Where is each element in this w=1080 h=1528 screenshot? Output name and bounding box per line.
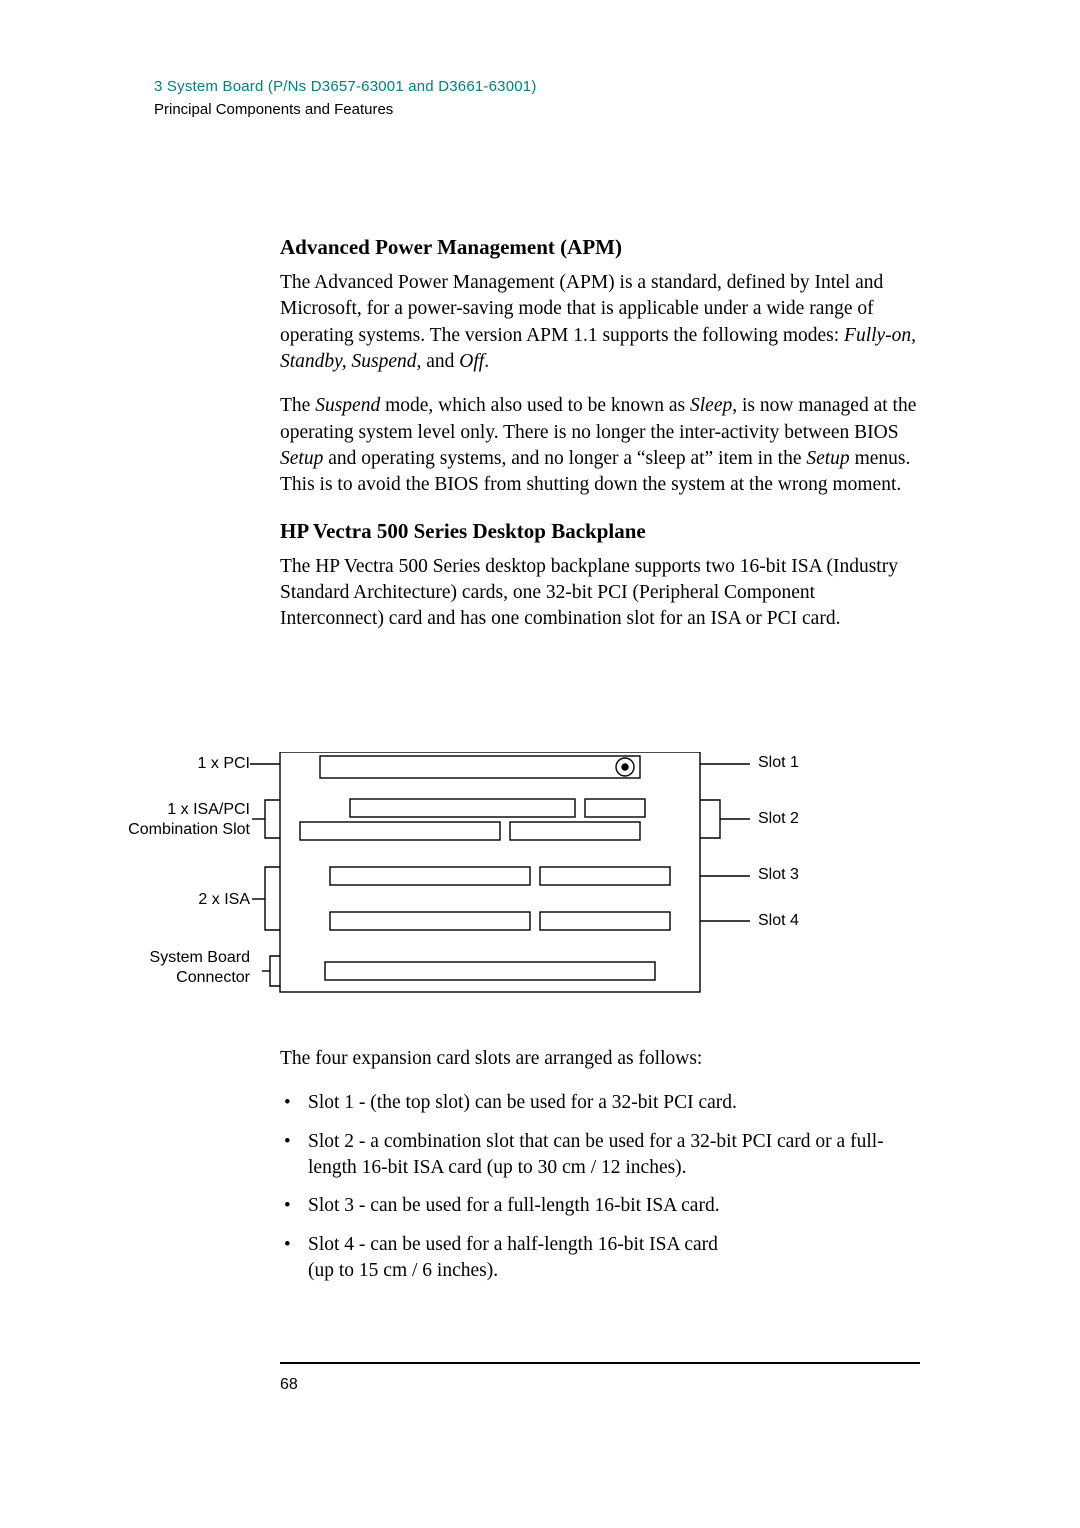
slots-list: Slot 1 - (the top slot) can be used for … (280, 1090, 920, 1284)
text: System Board (150, 949, 250, 966)
list-item: Slot 3 - can be used for a full-length 1… (280, 1193, 920, 1219)
slot-description: The four expansion card slots are arrang… (280, 1046, 920, 1296)
list-item: Slot 1 - (the top slot) can be used for … (280, 1090, 920, 1116)
label-pci: 1 x PCI (120, 754, 250, 774)
text: . (484, 351, 489, 372)
apm-paragraph-2: The Suspend mode, which also used to be … (280, 393, 920, 498)
backplane-diagram: 1 x PCI 1 x ISA/PCI Combination Slot 2 x… (130, 752, 930, 1002)
header-chapter: 3 System Board (P/Ns D3657-63001 and D36… (154, 78, 537, 95)
text: 1 x ISA/PCI (167, 801, 250, 818)
list-item: Slot 2 - a combination slot that can be … (280, 1129, 920, 1182)
label-slot2: Slot 2 (758, 810, 799, 828)
backplane-heading: HP Vectra 500 Series Desktop Backplane (280, 519, 920, 544)
apm-heading: Advanced Power Management (APM) (280, 235, 920, 260)
text-italic: Suspend (315, 395, 380, 416)
page-number: 68 (280, 1376, 298, 1394)
label-sysboard: System Board Connector (120, 948, 250, 988)
text: Slot 4 - can be used for a half-length 1… (308, 1234, 718, 1255)
footer-rule (280, 1362, 920, 1364)
page-header: 3 System Board (P/Ns D3657-63001 and D36… (154, 78, 537, 118)
text: and operating systems, and no longer a “… (323, 448, 806, 469)
text: and (421, 351, 459, 372)
text-italic: Setup (280, 448, 323, 469)
text: The Advanced Power Management (APM) is a… (280, 272, 883, 346)
text: Combination Slot (128, 821, 250, 838)
slots-intro: The four expansion card slots are arrang… (280, 1046, 920, 1072)
label-combo: 1 x ISA/PCI Combination Slot (105, 800, 250, 840)
header-section: Principal Components and Features (154, 101, 537, 118)
text-italic: Off (459, 351, 484, 372)
backplane-section: HP Vectra 500 Series Desktop Backplane T… (280, 519, 920, 633)
list-item: Slot 4 - can be used for a half-length 1… (280, 1232, 920, 1285)
label-slot4: Slot 4 (758, 912, 799, 930)
main-content: Advanced Power Management (APM) The Adva… (280, 235, 920, 650)
label-slot1: Slot 1 (758, 754, 799, 772)
diagram-svg (130, 752, 930, 1002)
text-italic: Setup (806, 448, 849, 469)
label-slot3: Slot 3 (758, 866, 799, 884)
text: Connector (176, 969, 250, 986)
text: mode, which also used to be known as (380, 395, 690, 416)
label-isa: 2 x ISA (120, 890, 250, 910)
text: (up to 15 cm / 6 inches). (308, 1260, 498, 1281)
backplane-paragraph: The HP Vectra 500 Series desktop backpla… (280, 554, 920, 633)
text-italic: Sleep (690, 395, 732, 416)
apm-paragraph-1: The Advanced Power Management (APM) is a… (280, 270, 920, 375)
text: The (280, 395, 315, 416)
